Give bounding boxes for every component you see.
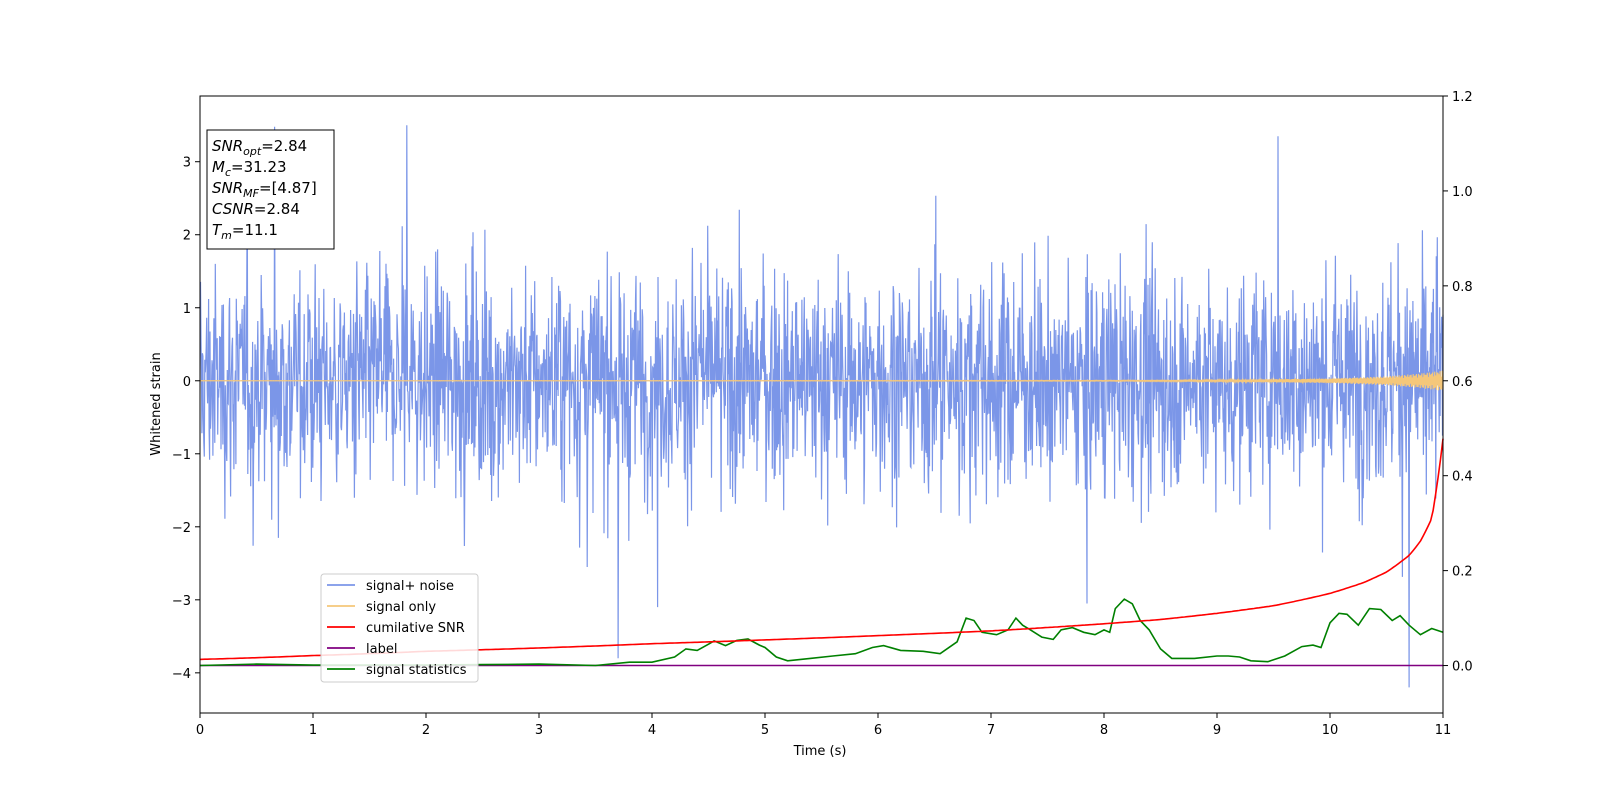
- annotation-line: CSNR=2.84: [212, 200, 300, 218]
- x-tick-label: 9: [1213, 723, 1221, 738]
- axes-layer: 0 1 2 3 4 5 6 7 8 9 10 113210−1−2−3−41.21.00.80.60.…: [172, 90, 1473, 738]
- y-tick-label: 0: [183, 375, 191, 390]
- series-signal-only-line: [200, 370, 1444, 391]
- x-tick-label: 3: [535, 723, 543, 738]
- y-tick-label: −3: [172, 594, 191, 609]
- x-tick-label: 10: [1322, 723, 1339, 738]
- legend-label: signal only: [366, 600, 436, 615]
- legend-frame: [320, 573, 479, 683]
- y-tick-label: 2: [183, 229, 191, 244]
- y-tick-label: −1: [172, 448, 191, 463]
- x-axis-label: Time (s): [793, 744, 847, 759]
- y2-tick-label: 0.0: [1452, 660, 1473, 675]
- y-tick-label: 3: [183, 156, 191, 171]
- annotation-frame: [206, 129, 335, 250]
- legend: signal+ noise signal only cumilative SNR la…: [320, 573, 479, 683]
- annotation-box: SNRopt=2.84Mc=31.23SNRMF=[4.87]CSNR=2.84…: [206, 129, 335, 250]
- x-tick-label: 11: [1435, 723, 1452, 738]
- plot-frame: [199, 95, 1444, 714]
- y2-tick-label: 0.8: [1452, 280, 1473, 295]
- y-tick-label: −2: [172, 521, 191, 536]
- x-tick-label: 5: [761, 723, 769, 738]
- series-signal-statistics-line: [199, 598, 1444, 667]
- x-tick-label: 0: [196, 723, 204, 738]
- x-tick-label: 4: [648, 723, 656, 738]
- annotation-line: SNRMF=[4.87]: [212, 179, 317, 200]
- annotation-line: SNRopt=2.84: [212, 137, 307, 158]
- annotation-line: Mc=31.23: [212, 158, 287, 179]
- y-tick-label: −4: [172, 667, 191, 682]
- y2-tick-label: 0.4: [1452, 470, 1473, 485]
- series-signal-noise-line: [199, 125, 1444, 688]
- y2-tick-label: 0.6: [1452, 375, 1473, 390]
- x-tick-label: 8: [1100, 723, 1108, 738]
- legend-label: signal+ noise: [366, 579, 454, 594]
- x-tick-label: 7: [987, 723, 995, 738]
- legend-label: signal statistics: [366, 663, 467, 678]
- legend-label: label: [366, 642, 397, 657]
- x-tick-label: 6: [874, 723, 882, 738]
- annotation-line: Tm=11.1: [212, 221, 278, 242]
- y2-tick-label: 1.2: [1452, 90, 1473, 105]
- y-axis-label: Whitened strain: [149, 352, 164, 455]
- y-tick-label: 1: [183, 302, 191, 317]
- y2-tick-label: 1.0: [1452, 185, 1473, 200]
- x-tick-label: 2: [422, 723, 430, 738]
- legend-label: cumilative SNR: [366, 621, 465, 636]
- y2-tick-label: 0.2: [1452, 565, 1473, 580]
- x-tick-label: 1: [309, 723, 317, 738]
